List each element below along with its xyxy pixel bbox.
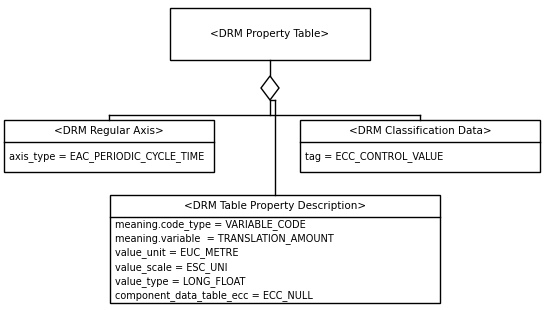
Bar: [300, 120, 540, 172]
Text: value_scale = ESC_UNI: value_scale = ESC_UNI: [115, 262, 227, 272]
Text: tag = ECC_CONTROL_VALUE: tag = ECC_CONTROL_VALUE: [305, 152, 443, 162]
Text: <DRM Table Property Description>: <DRM Table Property Description>: [184, 201, 366, 211]
Bar: [4, 120, 214, 172]
Text: value_type = LONG_FLOAT: value_type = LONG_FLOAT: [115, 276, 246, 287]
Bar: [110, 195, 440, 303]
Text: <DRM Property Table>: <DRM Property Table>: [210, 29, 329, 39]
Text: value_unit = EUC_METRE: value_unit = EUC_METRE: [115, 247, 238, 258]
Text: axis_type = EAC_PERIODIC_CYCLE_TIME: axis_type = EAC_PERIODIC_CYCLE_TIME: [9, 152, 204, 162]
Text: meaning.variable  = TRANSLATION_AMOUNT: meaning.variable = TRANSLATION_AMOUNT: [115, 233, 334, 244]
Text: component_data_table_ecc = ECC_NULL: component_data_table_ecc = ECC_NULL: [115, 290, 313, 301]
Polygon shape: [261, 76, 279, 100]
Text: <DRM Classification Data>: <DRM Classification Data>: [349, 126, 492, 136]
Bar: [170, 8, 370, 60]
Text: <DRM Regular Axis>: <DRM Regular Axis>: [54, 126, 164, 136]
Text: meaning.code_type = VARIABLE_CODE: meaning.code_type = VARIABLE_CODE: [115, 219, 306, 230]
